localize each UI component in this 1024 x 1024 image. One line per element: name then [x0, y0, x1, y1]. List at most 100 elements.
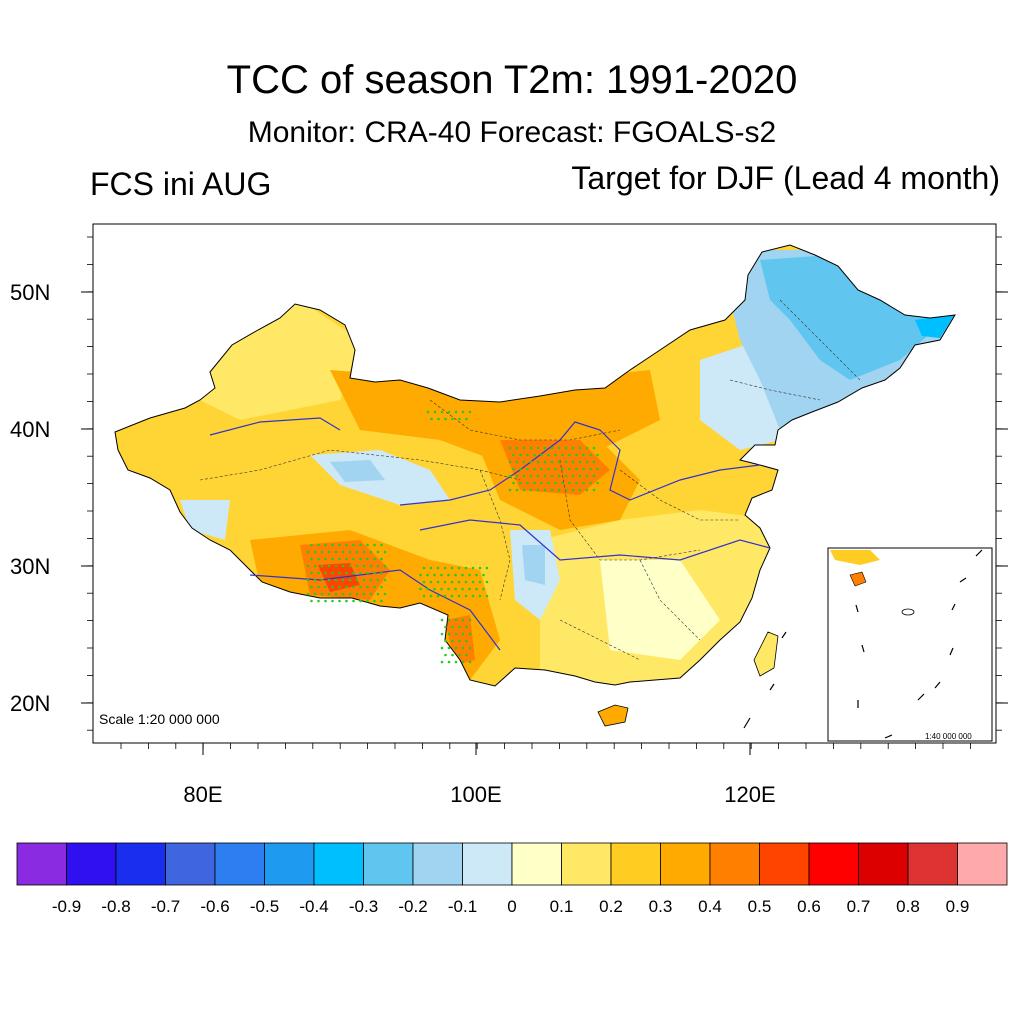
stipple-dot: [433, 410, 437, 414]
stipple-dot: [592, 446, 596, 450]
stipple-dot: [475, 573, 478, 577]
stipple-dot: [317, 585, 320, 589]
stipple-dot: [575, 467, 578, 471]
stipple-dot: [465, 417, 468, 421]
colorbar-box: [907, 842, 958, 886]
stipple-dot: [536, 460, 540, 464]
sea-island-marks: [743, 631, 787, 729]
stipple-dot: [564, 474, 568, 478]
stipple-dot: [515, 460, 519, 464]
stipple-dot: [324, 571, 327, 575]
stipple-dot: [429, 580, 433, 584]
stipple-dot: [317, 557, 320, 561]
stipple-dot: [575, 481, 578, 485]
stipple-dot: [440, 410, 444, 414]
stipple-dot: [519, 481, 522, 485]
stipple-dot: [533, 453, 536, 457]
stipple-dot: [310, 599, 313, 603]
lat-label-20: 20N: [10, 691, 51, 716]
stipple-dot: [561, 453, 564, 457]
stipple-dot: [426, 410, 430, 414]
stipple-dot: [352, 557, 355, 561]
colorbar-label: 0.4: [698, 897, 722, 916]
south-china-sea-inset: [827, 547, 993, 742]
stipple-dot: [522, 460, 526, 464]
stipple-dot: [380, 599, 383, 603]
stipple-dot: [557, 446, 561, 450]
stipple-dot: [508, 474, 512, 478]
colorbar-box: [709, 842, 760, 886]
stipple-dot: [433, 573, 436, 577]
stipple-dot: [557, 474, 561, 478]
stipple-dot: [485, 566, 489, 570]
stipple-dot: [468, 410, 472, 414]
stipple-dot: [366, 599, 369, 603]
stipple-dot: [512, 453, 515, 457]
stipple-dot: [547, 467, 550, 471]
stipple-dot: [362, 592, 366, 596]
stipple-dot: [341, 578, 345, 582]
chart-title: TCC of season T2m: 1991-2020: [226, 58, 798, 102]
stipple-dot: [536, 488, 540, 492]
stipple-dot: [471, 580, 475, 584]
stipple-dot: [419, 587, 422, 591]
stipple-dot: [447, 573, 450, 577]
stipple-dot: [589, 467, 592, 471]
colorbar-label: 0.5: [747, 897, 772, 916]
stipple-dot: [571, 488, 575, 492]
stipple-dot: [345, 585, 348, 589]
stipple-dot: [508, 460, 512, 464]
lon-label-100: 100E: [450, 782, 502, 807]
colorbar-box: [957, 842, 1008, 886]
stipple-dot: [306, 578, 310, 582]
stipple-dot: [373, 543, 376, 547]
stipple-dot: [320, 592, 324, 596]
colorbar-label: 0.3: [648, 897, 673, 916]
stipple-dot: [515, 488, 519, 492]
stipple-dot: [533, 467, 536, 471]
stipple-dot: [366, 585, 369, 589]
stipple-dot: [359, 571, 362, 575]
stipple-dot: [557, 460, 561, 464]
colorbar-label: -0.1: [447, 897, 478, 916]
stipple-dot: [465, 625, 468, 629]
stipple-dot: [352, 585, 355, 589]
stipple-dot: [436, 580, 440, 584]
lat-label-50: 50N: [10, 280, 51, 305]
stipple-dot: [461, 573, 464, 577]
colorbar-label: -0.8: [101, 897, 131, 916]
stipple-dot: [447, 632, 451, 636]
significance-stipple: [306, 410, 599, 664]
field-neg-tarim-core: [330, 460, 385, 482]
stipple-dot: [334, 564, 338, 568]
stipple-dot: [454, 632, 458, 636]
stipple-dot: [444, 653, 447, 657]
stipple-dot: [320, 564, 324, 568]
colorbar-label: 0.7: [846, 897, 871, 916]
lon-label-80: 80E: [183, 782, 223, 807]
stipple-dot: [447, 660, 451, 664]
stipple-dot: [383, 550, 387, 554]
stipple-dot: [327, 578, 331, 582]
stipple-dot: [306, 592, 310, 596]
stipple-dot: [596, 453, 599, 457]
stipple-dot: [359, 599, 362, 603]
stipple-dot: [433, 587, 436, 591]
colorbar-label: -0.9: [51, 897, 82, 916]
stipple-dot: [341, 592, 345, 596]
stipple-dot: [313, 550, 317, 554]
stipple-dot: [334, 578, 338, 582]
stipple-dot: [355, 550, 359, 554]
stipple-dot: [564, 446, 568, 450]
stipple-dot: [324, 585, 327, 589]
stipple-dot: [596, 467, 599, 471]
minor-ticks: [87, 236, 1002, 749]
stipple-dot: [366, 557, 369, 561]
stipple-dot: [440, 632, 444, 636]
colorbar-box: [165, 842, 216, 886]
stipple-dot: [345, 543, 348, 547]
stipple-dot: [450, 566, 454, 570]
stipple-dot: [468, 573, 471, 577]
stipple-dot: [461, 632, 465, 636]
colorbar-label: 0.9: [945, 897, 970, 916]
